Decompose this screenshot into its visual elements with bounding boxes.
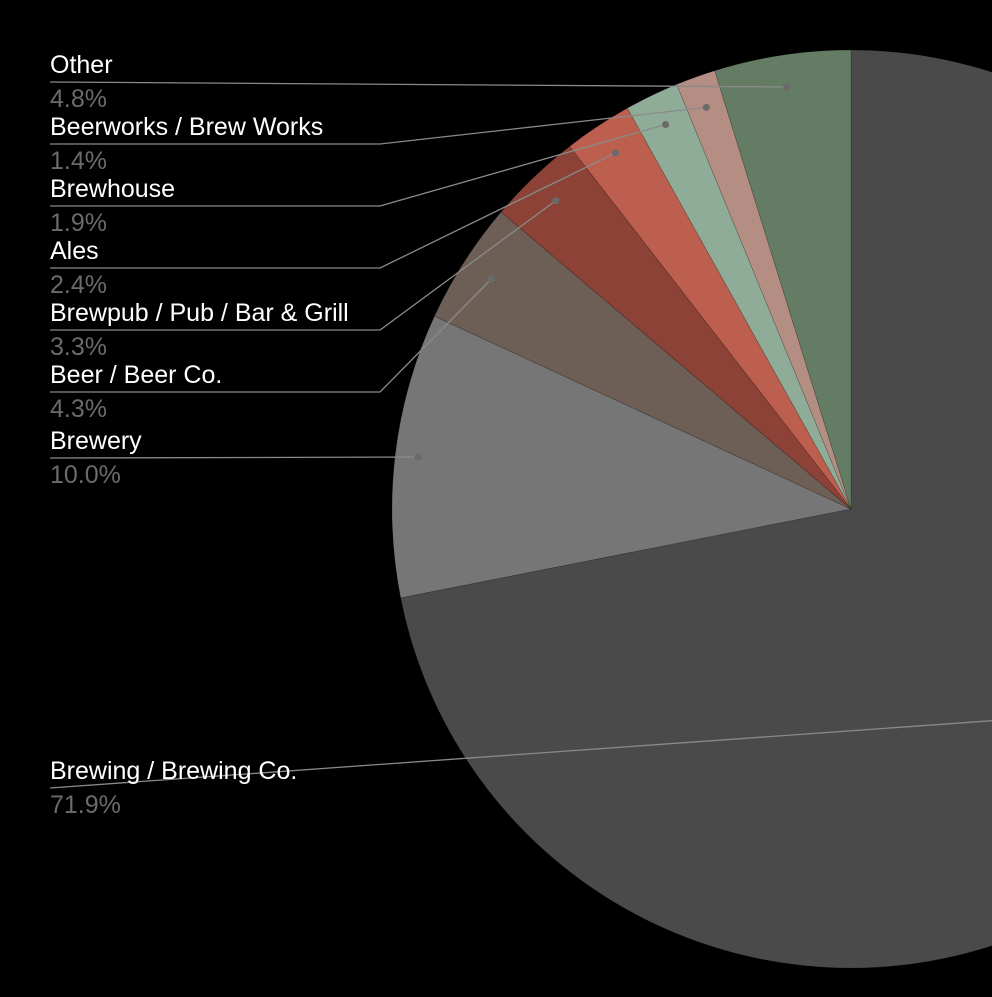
labels-layer: Brewing / Brewing Co. 71.9% Brewery 10.0% Be… [50,51,349,819]
slice-percent-brewing-brewing-co: 71.9% [50,791,121,819]
leader-anchor-ales [612,149,620,157]
leader-anchor-beer-beer-co [487,275,495,283]
leader-anchor-beerworks-brew-works [702,103,710,111]
leader-lines-layer [49,81,992,789]
slices-layer [391,49,992,969]
slice-percent-other: 4.8% [50,85,107,113]
leader-anchor-brewhouse [662,120,670,128]
slice-label-brewhouse: Brewhouse [50,175,175,203]
pie-slice-brewhouse[interactable] [626,83,852,510]
slice-label-brewery: Brewery [50,427,142,455]
slice-label-other: Other [50,51,113,79]
leader-line-brewery [49,456,419,459]
leader-line-brewpub-pub-bar-grill [50,200,557,331]
slice-percent-beer-beer-co: 4.3% [50,395,107,423]
leader-anchor-other [783,83,791,91]
pie-slice-ales[interactable] [569,107,852,510]
leader-line-beerworks-brew-works [50,106,707,145]
pie-slice-beerworks-brew-works[interactable] [676,70,852,510]
pie-slice-beer-beer-co[interactable] [434,211,852,510]
slice-percent-brewhouse: 1.9% [50,209,107,237]
leader-anchor-brewpub-pub-bar-grill [552,197,560,205]
pie-slice-brewing-brewing-co[interactable] [400,49,992,969]
slice-label-beer-beer-co: Beer / Beer Co. [50,361,222,389]
pie-slice-brewery[interactable] [391,315,852,599]
pie-slice-other[interactable] [714,49,852,510]
slice-label-brewing-brewing-co: Brewing / Brewing Co. [50,757,297,785]
slice-percent-beerworks-brew-works: 1.4% [50,147,107,175]
leader-anchor-brewery [414,453,422,461]
leader-line-beer-beer-co [50,278,492,393]
slice-label-beerworks-brew-works: Beerworks / Brew Works [50,113,323,141]
slice-percent-brewery: 10.0% [50,461,121,489]
leader-line-ales [50,152,616,269]
pie-slice-brewpub-pub-bar-grill[interactable] [500,145,852,510]
slice-percent-ales: 2.4% [50,271,107,299]
slice-label-ales: Ales [50,237,99,265]
leader-line-other [49,81,787,88]
slice-label-brewpub-pub-bar-grill: Brewpub / Pub / Bar & Grill [50,299,349,327]
leader-line-brewhouse [50,123,666,207]
leader-line-brewing-brewing-co [49,720,992,789]
slice-percent-brewpub-pub-bar-grill: 3.3% [50,333,107,361]
